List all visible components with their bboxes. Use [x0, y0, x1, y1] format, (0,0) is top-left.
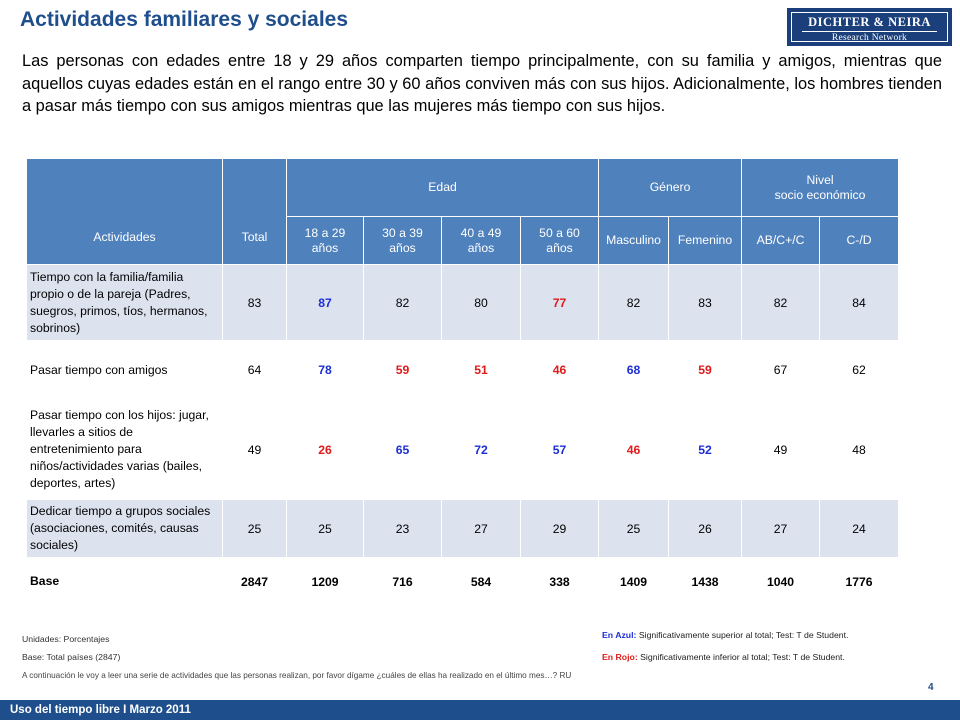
row-label: Pasar tiempo con los hijos: jugar, lleva… [26, 399, 223, 500]
base-40-49: 584 [441, 557, 521, 606]
cell-50-60: 46 [519, 340, 600, 400]
cell-masculino: 68 [598, 340, 670, 400]
logo-subtitle: Research Network [831, 33, 908, 43]
cell-18-29: 78 [286, 340, 364, 400]
subheader-30-39: 30 a 39 años [363, 216, 442, 265]
subheader-masculino: Masculino [598, 216, 670, 265]
cell-cd: 24 [819, 499, 900, 558]
base-row: Base 2847 1209 716 584 338 1409 1438 104… [26, 557, 954, 606]
row-label: Tiempo con la familia/familia propio o d… [26, 264, 223, 341]
base-label: Base [26, 557, 223, 606]
table-row: Pasar tiempo con amigos 64 78 59 51 46 6… [26, 340, 954, 400]
cell-femenino: 52 [668, 399, 743, 500]
table-row: Tiempo con la familia/familia propio o d… [26, 264, 954, 341]
cell-total: 25 [222, 499, 287, 558]
cell-18-29: 25 [286, 499, 364, 558]
cell-total: 64 [222, 340, 287, 400]
cell-cd: 48 [819, 399, 900, 500]
cell-total: 49 [222, 399, 287, 500]
cell-30-39: 65 [363, 399, 442, 500]
legend-blue-text: Significativamente superior al total; Te… [636, 630, 849, 640]
cell-femenino: 83 [668, 264, 743, 341]
base-note: Base: Total países (2847) [22, 652, 121, 662]
cell-total: 83 [222, 264, 287, 341]
question-note: A continuación le voy a leer una serie d… [22, 671, 572, 680]
base-masculino: 1409 [598, 557, 670, 606]
cell-abc: 82 [741, 264, 821, 341]
cell-30-39: 59 [363, 340, 442, 400]
cell-30-39: 23 [363, 499, 442, 558]
base-femenino: 1438 [668, 557, 743, 606]
table-row: Pasar tiempo con los hijos: jugar, lleva… [26, 399, 954, 500]
intro-paragraph: Las personas con edades entre 18 y 29 añ… [22, 52, 942, 115]
cell-femenino: 59 [668, 340, 743, 400]
subheader-18-29: 18 a 29 años [286, 216, 364, 265]
subheader-50-60: 50 a 60 años [519, 216, 600, 265]
base-total: 2847 [222, 557, 287, 606]
cell-cd: 84 [819, 264, 900, 341]
cell-femenino: 26 [668, 499, 743, 558]
row-label: Pasar tiempo con amigos [26, 340, 223, 400]
header-edad: Edad [285, 158, 600, 217]
header-actividades: Actividades [26, 158, 223, 265]
header-nivel: Nivel socio económico [741, 158, 900, 217]
legend-red: En Rojo: Significativamente inferior al … [602, 652, 845, 662]
footer-bar: Uso del tiempo libre I Marzo 2011 4 [0, 682, 960, 720]
base-cd: 1776 [819, 557, 900, 606]
cell-abc: 49 [741, 399, 821, 500]
subheader-40-49: 40 a 49 años [441, 216, 521, 265]
subheader-femenino: Femenino [668, 216, 743, 265]
base-18-29: 1209 [286, 557, 364, 606]
cell-18-29: 26 [286, 399, 364, 500]
legend-red-key: En Rojo: [602, 652, 638, 662]
cell-40-49: 72 [441, 399, 521, 500]
legend-red-text: Significativamente inferior al total; Te… [637, 652, 845, 662]
company-logo: DICHTER & NEIRA Research Network [787, 8, 952, 46]
subheader-cd: C-/D [819, 216, 900, 265]
cell-18-29: 87 [286, 264, 364, 341]
logo-name: DICHTER & NEIRA [808, 15, 931, 29]
cell-50-60: 29 [519, 499, 600, 558]
cell-masculino: 46 [598, 399, 670, 500]
base-50-60: 338 [519, 557, 600, 606]
legend-blue: En Azul: Significativamente superior al … [602, 630, 848, 640]
cell-50-60: 57 [519, 399, 600, 500]
cell-40-49: 51 [441, 340, 521, 400]
subheader-abc: AB/C+/C [741, 216, 821, 265]
header-total: Total [222, 158, 287, 265]
page-number: 4 [928, 682, 934, 693]
legend-blue-key: En Azul: [602, 630, 637, 640]
footer-text: Uso del tiempo libre I Marzo 2011 [10, 704, 191, 716]
cell-masculino: 25 [598, 499, 670, 558]
units-note: Unidades: Porcentajes [22, 634, 110, 644]
cell-cd: 62 [819, 340, 900, 400]
cell-50-60: 77 [519, 264, 600, 341]
cell-30-39: 82 [363, 264, 442, 341]
base-30-39: 716 [363, 557, 442, 606]
cell-40-49: 27 [441, 499, 521, 558]
activities-table: Actividades Total Edad Género Nivel soci… [26, 158, 955, 606]
cell-abc: 67 [741, 340, 821, 400]
cell-40-49: 80 [441, 264, 521, 341]
cell-masculino: 82 [598, 264, 670, 341]
base-abc: 1040 [741, 557, 821, 606]
cell-abc: 27 [741, 499, 821, 558]
page-title: Actividades familiares y sociales [20, 8, 349, 31]
table-row: Dedicar tiempo a grupos sociales (asocia… [26, 499, 954, 558]
header-genero: Género [598, 158, 743, 217]
row-label: Dedicar tiempo a grupos sociales (asocia… [26, 499, 223, 558]
